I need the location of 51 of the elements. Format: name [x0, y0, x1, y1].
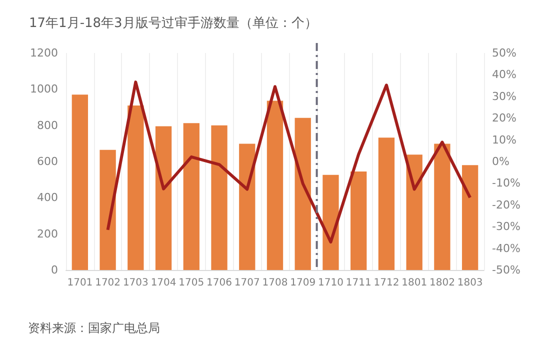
x-tick-label: 1706	[206, 278, 232, 288]
y2-tick-label: -10%	[492, 176, 520, 190]
y-tick-label: 600	[37, 155, 58, 168]
bar	[294, 118, 311, 270]
line-series	[106, 80, 472, 244]
text: 资料来源：国家广电总局	[28, 321, 160, 335]
x-tick-label: 1707	[234, 278, 260, 288]
y2-tick-label: 30%	[492, 90, 516, 103]
x-tick-label: 1703	[122, 278, 148, 288]
x-tick-label: 1702	[95, 278, 121, 288]
y2-tick-label: 0%	[492, 155, 510, 168]
chart-title: 17年1月-18年3月版号过审手游数量（单位：个）	[29, 15, 318, 31]
bar	[378, 138, 395, 270]
bar	[462, 165, 478, 270]
bar	[128, 105, 144, 270]
x-tick-label: 1708	[262, 278, 288, 288]
x-tick-label: 1709	[290, 278, 316, 288]
bar	[239, 144, 256, 270]
x-tick-label: 1710	[318, 278, 344, 288]
x-tick-label: 1705	[178, 278, 204, 288]
y2-tick-label: -30%	[492, 220, 520, 234]
y-tick-label: 800	[37, 118, 58, 132]
y2-tick-label: -50%	[492, 264, 520, 276]
y2-tick-label: -20%	[492, 198, 520, 212]
x-tick-label: 1712	[374, 278, 400, 288]
y2-tick-label: 10%	[492, 133, 516, 146]
x-tick-label: 1704	[150, 278, 176, 288]
y2-tick-label: -40%	[492, 242, 520, 255]
y-tick-label: 400	[37, 191, 58, 204]
x-tick-label: 1803	[457, 278, 483, 288]
bar	[72, 94, 88, 270]
y2-tick-label: 40%	[492, 68, 516, 82]
bar	[322, 174, 339, 270]
x-tick-label: 1802	[429, 278, 455, 288]
bar	[100, 150, 116, 270]
x-tick-label: 1711	[346, 278, 372, 288]
bar	[155, 126, 172, 270]
y2-tick-label: 50%	[492, 46, 516, 60]
bar	[434, 144, 450, 270]
x-tick-label: 1701	[67, 278, 93, 288]
y-tick-label: 1200	[30, 46, 58, 60]
x-tick-label: 1801	[402, 278, 428, 288]
bar	[350, 171, 367, 270]
bar	[211, 125, 228, 270]
bar	[406, 154, 422, 270]
y-tick-label: 1000	[30, 82, 58, 96]
y-tick-label: 200	[37, 227, 58, 240]
y2-tick-label: 20%	[492, 112, 516, 125]
bar	[266, 100, 284, 270]
bar	[183, 123, 200, 270]
y-tick-label: 0	[51, 264, 58, 276]
